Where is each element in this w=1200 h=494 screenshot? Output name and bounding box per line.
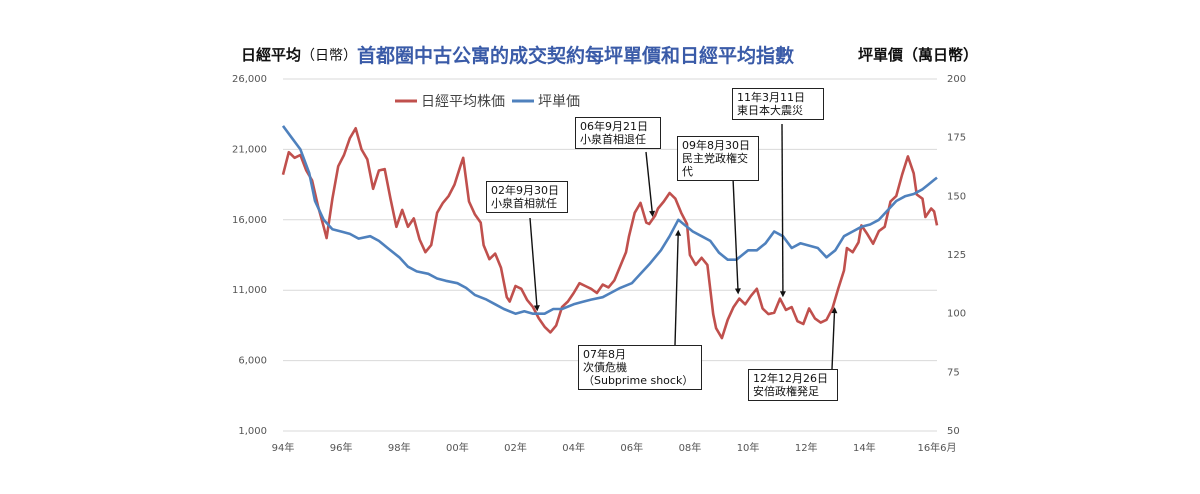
x-tick-label: 96年 (330, 441, 353, 454)
annotation-arrow (781, 123, 784, 294)
x-tick-label: 00年 (446, 441, 469, 454)
annotation-arrow (732, 177, 739, 291)
y-right-tick-label: 175 (947, 133, 966, 144)
tsubo-price-series-line (281, 125, 938, 315)
legend-label: 日經平均株価 (421, 94, 505, 110)
legend-label: 坪単価 (538, 94, 580, 110)
y-left-tick-label: 21,000 (232, 144, 267, 155)
annotation-koizumi-in: 02年9月30日 小泉首相就任 (486, 181, 568, 213)
y-right-tick-label: 75 (947, 367, 960, 378)
annotation-arrowhead (675, 229, 682, 236)
y-right-tick-label: 125 (947, 250, 966, 261)
y-right-tick-label: 150 (947, 191, 966, 202)
right-axis-title: 坪單價（萬日幣） (858, 46, 979, 64)
x-tick-label: 14年 (853, 441, 876, 454)
annotation-arrowhead (831, 307, 838, 314)
y-left-tick-label: 16,000 (232, 215, 267, 226)
annotation-subprime: 07年8月 次債危機 （Subprime shock） (578, 345, 702, 390)
x-tick-label: 04年 (562, 441, 585, 454)
chart-title: 首都圈中古公寓的成交契約每坪單價和日經平均指數 (357, 45, 795, 67)
annotation-arrowhead (533, 305, 540, 312)
x-tick-label: 08年 (679, 441, 702, 454)
x-tick-label: 10年 (737, 441, 760, 454)
x-tick-label: 12年 (795, 441, 818, 454)
nikkei-series-line (281, 127, 939, 340)
y-left-tick-label: 6,000 (238, 356, 267, 367)
y-right-tick-label: 200 (947, 74, 966, 85)
y-right-tick-label: 100 (947, 309, 966, 320)
left-axis-label: 日經平均 (241, 46, 302, 64)
y-left-tick-label: 26,000 (232, 74, 267, 85)
x-tick-label: 98年 (388, 441, 411, 454)
annotation-arrow (831, 311, 836, 370)
annotation-arrowhead (649, 210, 656, 217)
y-left-tick-label: 1,000 (238, 426, 267, 437)
x-tick-label: 02年 (504, 441, 527, 454)
x-tick-label: 94年 (272, 441, 295, 454)
y-left-tick-label: 11,000 (232, 285, 267, 296)
x-tick-label: 06年 (620, 441, 643, 454)
annotation-dpj: 09年8月30日 民主党政権交 代 (677, 136, 759, 181)
annotation-koizumi-out: 06年9月21日 小泉首相退任 (575, 117, 661, 149)
annotation-abe: 12年12月26日 安倍政権発足 (748, 369, 838, 401)
x-tick-label: 16年6月 (917, 441, 956, 454)
annotation-quake: 11年3月11日 東日本大震災 (732, 88, 824, 120)
left-axis-unit: （日幣） (301, 48, 358, 64)
annotation-arrowhead (734, 288, 741, 295)
annotation-arrow (674, 233, 679, 346)
left-axis-title: 日經平均（日幣） (241, 44, 357, 65)
annotation-arrowhead (779, 291, 786, 298)
annotation-arrow (645, 151, 654, 214)
y-right-tick-label: 50 (947, 426, 960, 437)
annotation-arrow (529, 217, 538, 308)
